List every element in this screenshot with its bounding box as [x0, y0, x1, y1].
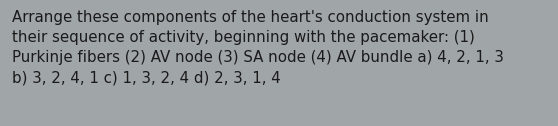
Text: Arrange these components of the heart's conduction system in
their sequence of a: Arrange these components of the heart's … [12, 10, 504, 85]
